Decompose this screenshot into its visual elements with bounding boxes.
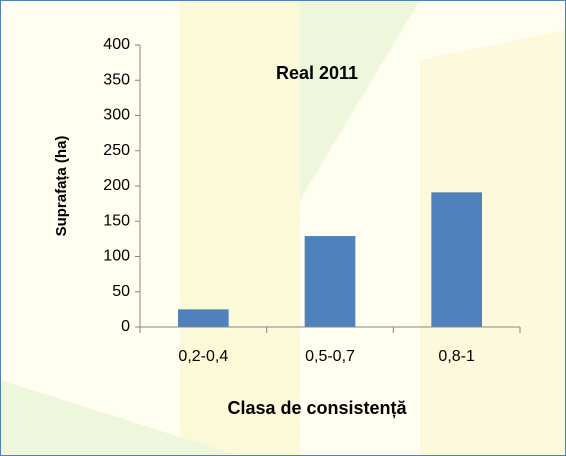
y-tick-label: 100 xyxy=(103,248,130,265)
bar xyxy=(178,309,229,327)
x-axis-label: Clasa de consistență xyxy=(227,398,407,418)
y-tick-label: 250 xyxy=(103,142,130,159)
decor xyxy=(0,380,240,456)
y-tick-label: 300 xyxy=(103,107,130,124)
y-tick-label: 150 xyxy=(103,212,130,229)
x-tick-label: 0,2-0,4 xyxy=(178,348,228,365)
bar xyxy=(431,192,482,327)
decor xyxy=(420,30,566,456)
decor xyxy=(300,0,420,200)
chart-title: Real 2011 xyxy=(276,63,358,83)
y-tick-label: 50 xyxy=(112,283,130,300)
bar xyxy=(304,236,356,327)
y-axis-label: Suprafața (ha) xyxy=(53,136,70,237)
decor xyxy=(180,0,300,456)
y-tick-label: 0 xyxy=(121,318,130,335)
y-tick-label: 400 xyxy=(103,36,130,53)
x-tick-label: 0,5-0,7 xyxy=(305,348,355,365)
y-tick-label: 200 xyxy=(103,177,130,194)
x-tick-label: 0,8-1 xyxy=(438,348,475,365)
y-tick-label: 350 xyxy=(103,71,130,88)
